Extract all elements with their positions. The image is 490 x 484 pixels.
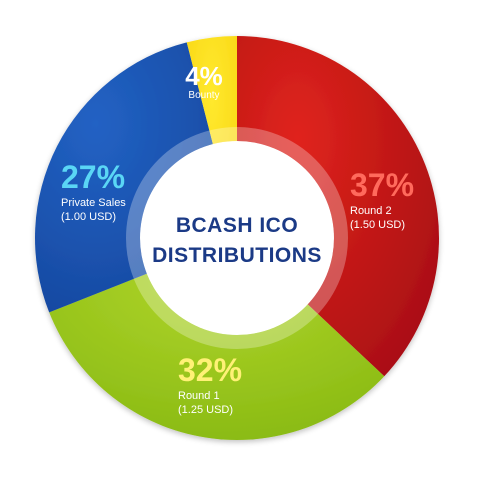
name-label-bounty: Bounty xyxy=(188,90,219,101)
center-title-line-2: DISTRIBUTIONS xyxy=(152,244,322,267)
center-title-line-1: BCASH ICO xyxy=(176,214,298,237)
price-label-round-2: (1.50 USD) xyxy=(350,219,405,231)
percent-label-round-1: 32% xyxy=(178,352,242,388)
percent-label-bounty: 4% xyxy=(185,61,223,91)
name-label-round-1: Round 1 xyxy=(178,390,220,402)
inner-ring xyxy=(126,127,348,349)
center-disc xyxy=(140,141,334,335)
labels-group: 37% Round 2 (1.50 USD) 32% Round 1 (1.25 USD)… xyxy=(61,61,414,416)
name-label-private-sales: Private Sales xyxy=(61,197,126,209)
price-label-round-1: (1.25 USD) xyxy=(178,404,233,416)
percent-label-round-2: 37% xyxy=(350,167,414,203)
slice-round-2 xyxy=(237,36,439,377)
percent-label-private-sales: 27% xyxy=(61,159,125,195)
name-label-round-2: Round 2 xyxy=(350,205,392,217)
slice-round-1 xyxy=(49,238,385,440)
price-label-private-sales: (1.00 USD) xyxy=(61,211,116,223)
